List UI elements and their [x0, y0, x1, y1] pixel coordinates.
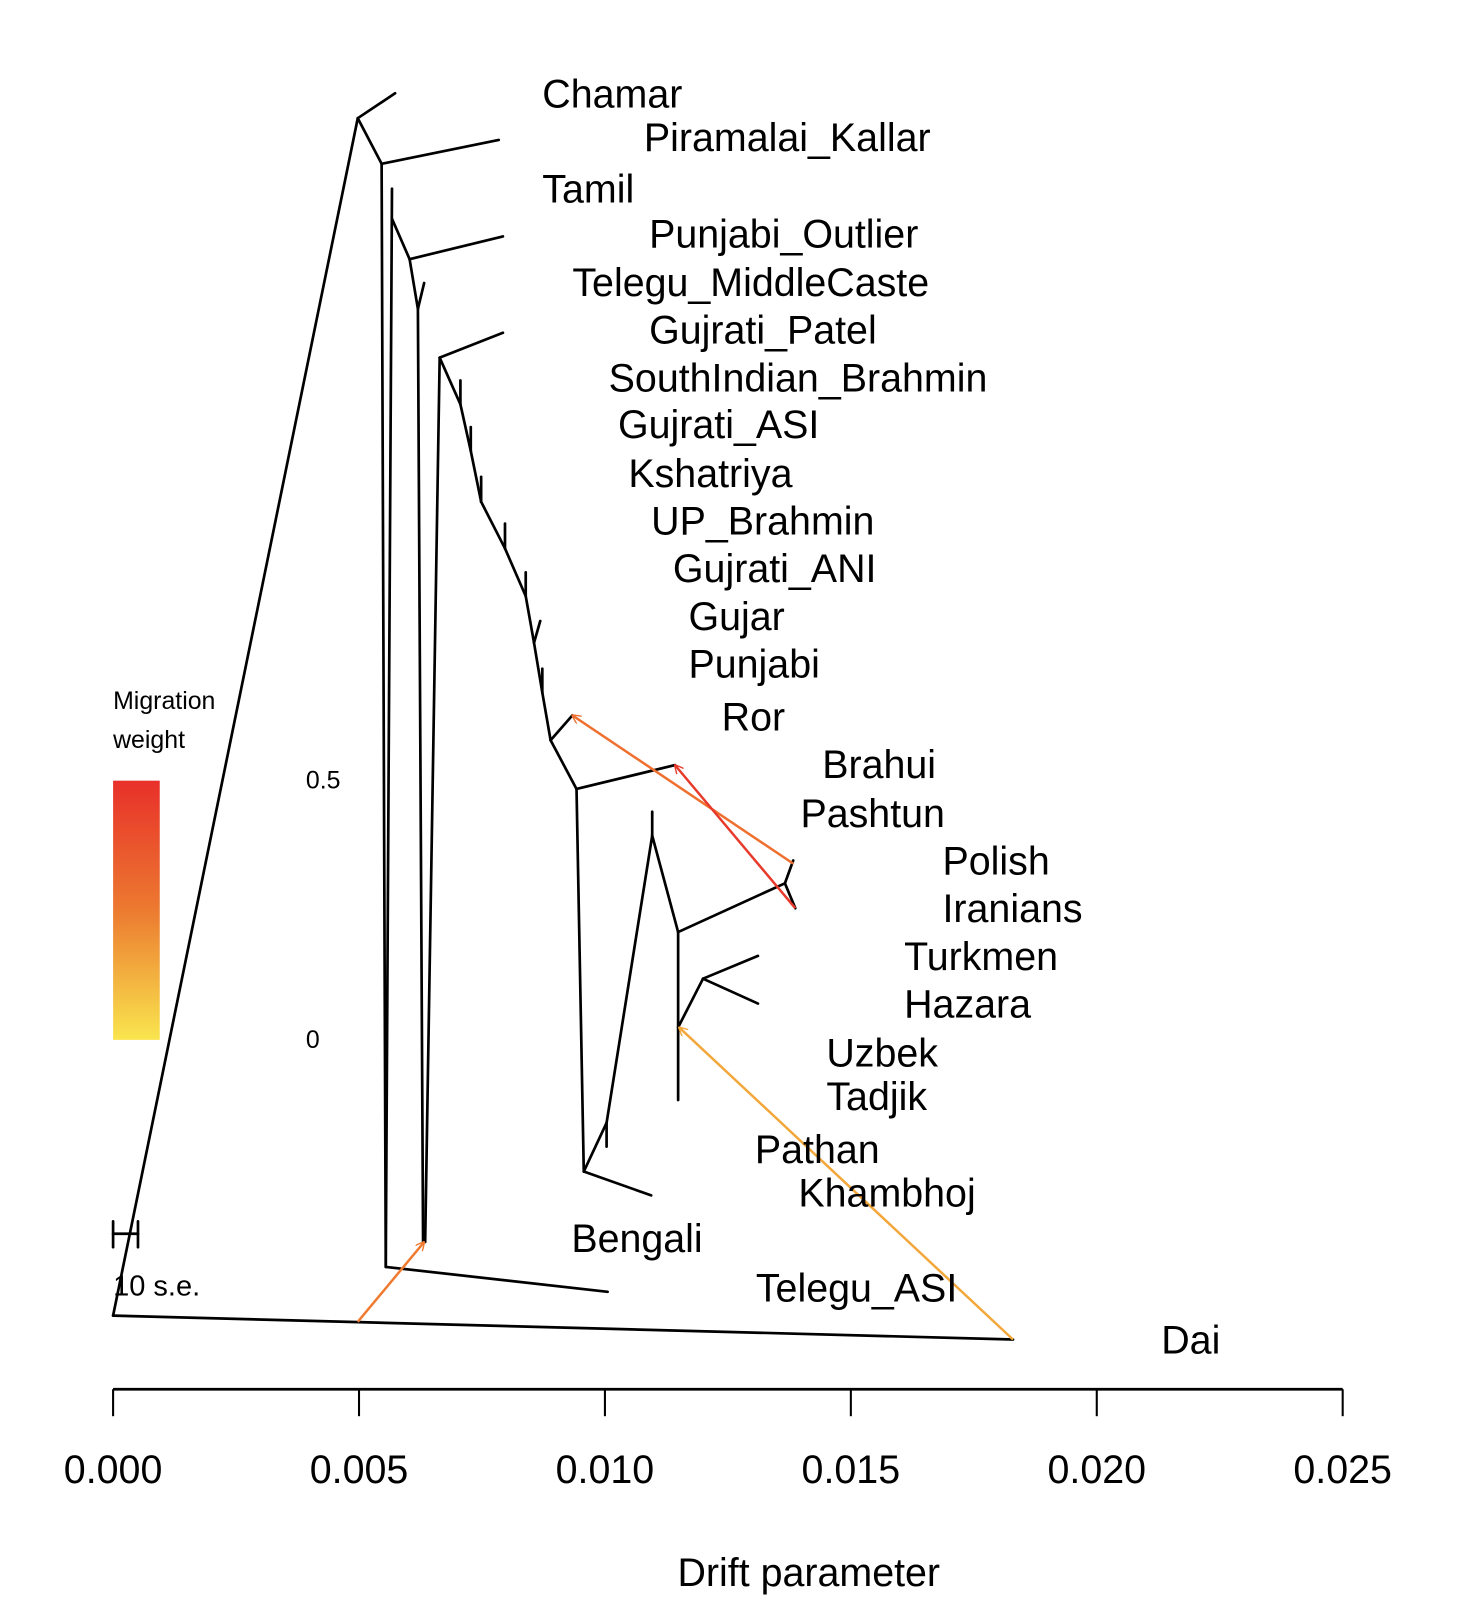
leaf-label: UP_Brahmin: [651, 499, 874, 543]
leaf-label: Chamar: [542, 72, 682, 116]
tree-branch: [524, 594, 536, 645]
tree-branch: [540, 691, 552, 742]
scale-bar: 10 s.e.: [111, 1219, 200, 1303]
tree-branch: [356, 116, 383, 166]
leaf-label: Punjabi_Outlier: [649, 212, 918, 256]
tree-branch: [503, 547, 528, 598]
tree-branch: [575, 763, 677, 791]
leaf-label: Uzbek: [826, 1031, 938, 1075]
x-tick-label: 0.005: [310, 1448, 409, 1492]
leaf-label: Khambhoj: [798, 1171, 975, 1215]
x-tick-label: 0.015: [802, 1448, 901, 1492]
leaf-label: Bengali: [571, 1217, 702, 1261]
leaf-label: Telegu_ASI: [756, 1267, 957, 1311]
leaf-label: Tamil: [542, 168, 634, 212]
tree-branch: [575, 787, 586, 1173]
tree-branch: [111, 1314, 1015, 1341]
tree-branch: [605, 834, 654, 1125]
leaf-label: Gujrati_ANI: [673, 547, 877, 591]
tree-edges: [111, 91, 1015, 1341]
tree-branch: [384, 187, 394, 1269]
tree-branch: [423, 356, 442, 1244]
leaf-label: Kshatriya: [628, 452, 792, 496]
tree-branch: [650, 834, 680, 934]
tree-branch: [416, 281, 426, 311]
tree-branch: [469, 449, 483, 504]
leaf-label: Brahui: [822, 743, 936, 787]
tree-branch: [438, 331, 505, 360]
tree-branch: [380, 162, 388, 1269]
leaf-label: SouthIndian_Brahmin: [609, 356, 988, 400]
x-axis-title: Drift parameter: [677, 1551, 940, 1595]
legend-title-line1: Migration: [113, 687, 215, 715]
leaf-label: Telegu_MiddleCaste: [572, 261, 929, 305]
tree-branch: [408, 235, 505, 261]
scale-bar-label: 10 s.e.: [113, 1271, 200, 1303]
migration-arrow: [356, 1242, 424, 1323]
leaf-label: Turkmen: [904, 935, 1058, 979]
x-tick-label: 0.025: [1293, 1448, 1392, 1492]
tree-branch: [532, 641, 544, 694]
tree-branch: [676, 977, 705, 1029]
migration-arrow: [679, 1027, 1014, 1341]
x-tick-label: 0.010: [556, 1448, 655, 1492]
tree-branch: [356, 91, 397, 120]
tree-branch: [459, 402, 473, 453]
tree-branch: [676, 881, 787, 934]
tree-branch: [783, 881, 797, 910]
tree-branch: [532, 619, 542, 645]
legend-color-bar: [113, 780, 160, 1040]
leaf-label: Gujrati_ASI: [618, 403, 819, 447]
leaf-label: Tadjik: [826, 1075, 927, 1119]
migration-arrow: [675, 765, 797, 909]
tree-branch: [408, 257, 420, 311]
x-axis: 0.000 0.005 0.010 0.015 0.020 0.025: [64, 1387, 1392, 1492]
legend-title-line2: weight: [112, 726, 185, 754]
tree-branch: [783, 859, 795, 885]
tree-branch: [416, 307, 425, 1244]
leaf-label: Hazara: [904, 983, 1031, 1027]
tree-branch: [549, 738, 578, 791]
leaf-label: Ror: [722, 695, 785, 739]
migration-arrows: [356, 715, 1014, 1341]
leaf-label: Punjabi: [688, 643, 819, 687]
leaf-label: Gujrati_Patel: [649, 309, 877, 353]
leaf-label: Pashtun: [800, 792, 944, 836]
tree-branch: [549, 714, 574, 742]
legend-min-label: 0: [306, 1026, 320, 1054]
migration-arrow: [572, 715, 794, 865]
x-tick-label: 0.000: [64, 1448, 163, 1492]
leaf-label: Polish: [942, 840, 1049, 884]
leaf-label: Iranians: [942, 887, 1082, 931]
tree-branch: [380, 138, 501, 166]
tree-branch: [438, 356, 462, 406]
x-tick-label: 0.020: [1047, 1448, 1146, 1492]
tree-branch: [390, 217, 411, 261]
leaf-label: Dai: [1161, 1319, 1220, 1363]
tree-branch: [701, 954, 760, 981]
tree-branch: [479, 500, 507, 550]
legend-max-label: 0.5: [306, 767, 341, 795]
leaf-label: Pathan: [755, 1128, 880, 1172]
tree-branch: [111, 116, 360, 1317]
leaf-label: Piramalai_Kallar: [644, 116, 931, 160]
leaf-label: Gujar: [688, 595, 784, 639]
tree-branch: [384, 1265, 609, 1294]
migration-weight-legend: Migration weight 0.5 0: [112, 687, 340, 1054]
tree-branch: [582, 1121, 608, 1173]
tree-branch: [701, 977, 760, 1005]
tree-branch: [582, 1170, 653, 1197]
